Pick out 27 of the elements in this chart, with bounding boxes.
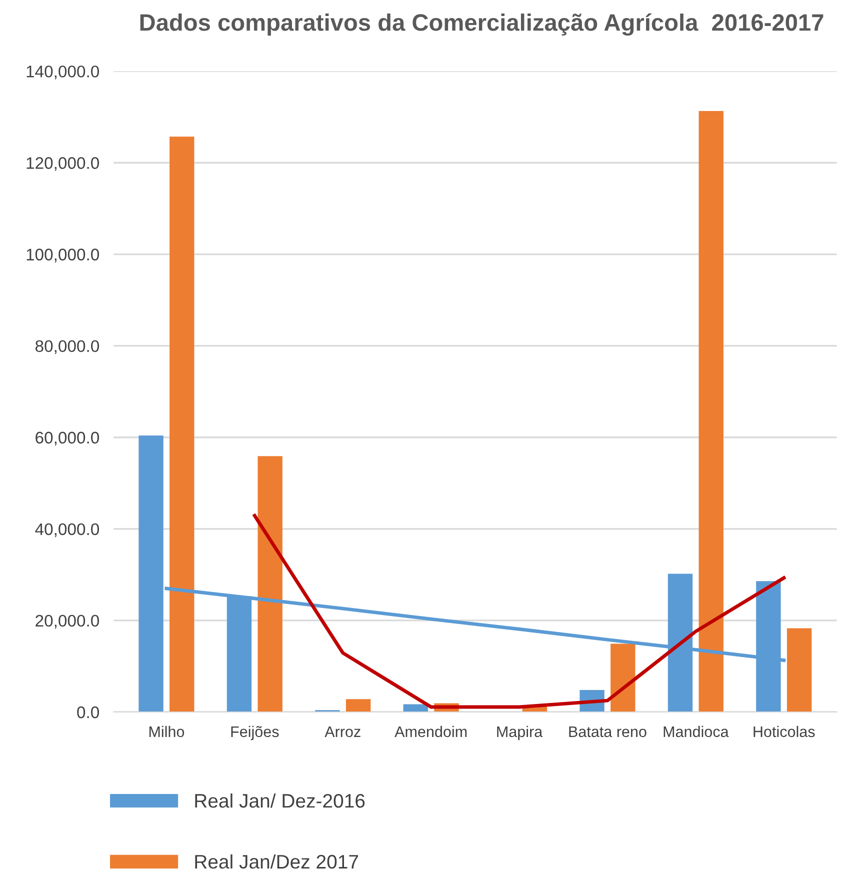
bar (698, 111, 724, 712)
y-tick-label: 100,000.0 (26, 248, 99, 262)
legend-label: Real Jan/Dez 2017 (195, 854, 358, 869)
bar (170, 136, 194, 712)
legend-label: Real Jan/ Dez-2016 (195, 793, 365, 808)
x-tick-label: Arroz (324, 726, 360, 738)
x-tick-label: Hoticolas (754, 726, 815, 738)
y-tick-label: 140,000.0 (26, 66, 99, 80)
line-series (252, 514, 786, 709)
x-tick-label: Amendoim (394, 726, 467, 738)
bar (403, 704, 428, 712)
x-tick-label: Mandioca (664, 726, 729, 738)
bar (346, 699, 371, 712)
chart-title: Dados comparativos da Comercialização Agrícola 2016-2017 (140, 13, 824, 36)
x-tick-label: Batata reno (569, 726, 646, 738)
y-tick-label: 60,000.0 (36, 432, 99, 446)
y-tick-label: 80,000.0 (36, 340, 99, 354)
y-tick-label: 120,000.0 (26, 157, 99, 171)
x-tick-label: Mapira (497, 726, 543, 740)
bar (258, 456, 282, 712)
y-tick-label: 20,000.0 (36, 614, 99, 629)
y-tick-label: 0.0 (77, 706, 99, 718)
x-tick-label: Feijões (231, 726, 279, 740)
bar (786, 628, 812, 712)
bar (610, 644, 636, 712)
y-tick-label: 40,000.0 (35, 523, 99, 538)
x-tick-label: Milho (149, 726, 184, 738)
